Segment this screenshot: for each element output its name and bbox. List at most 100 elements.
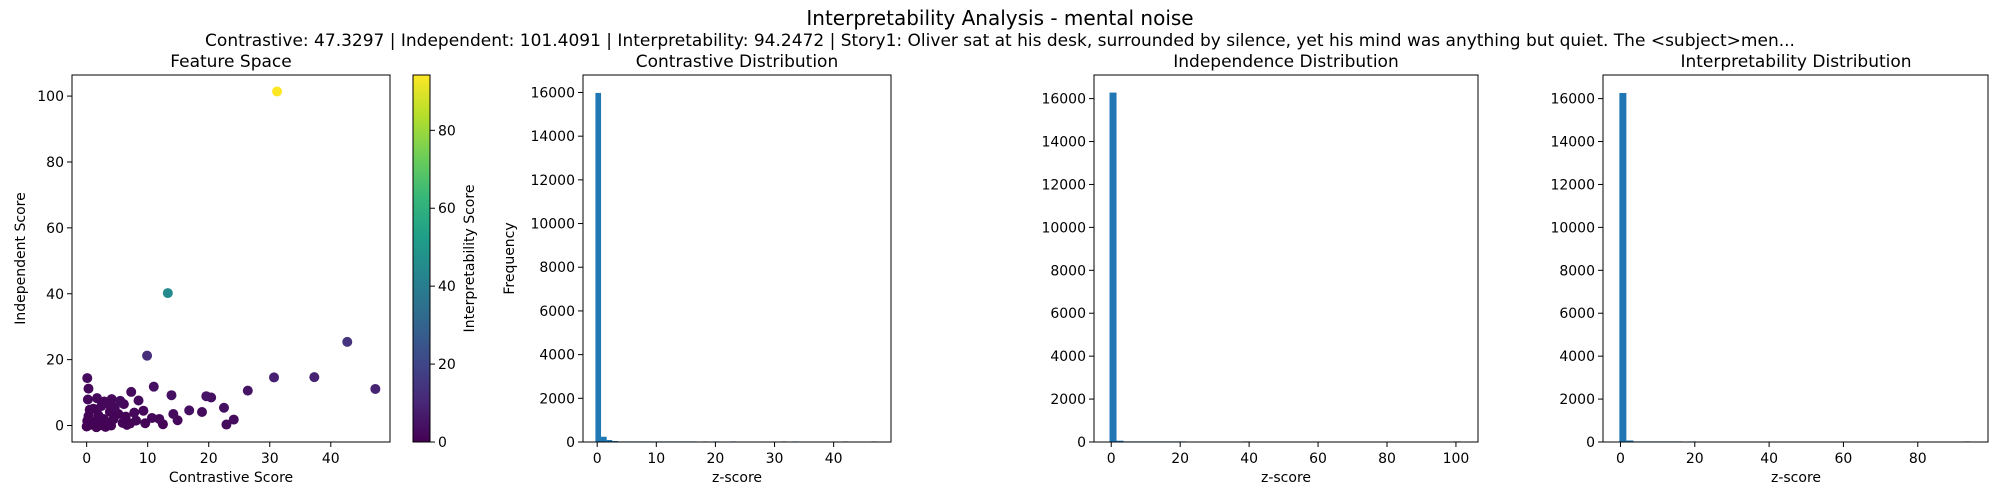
scatter-point xyxy=(129,407,140,418)
colorbar: 0 20 40 60 80 Interpretability Score xyxy=(412,74,478,451)
contrastive-distribution-title: Contrastive Distribution xyxy=(636,52,838,72)
independence-distribution-xtick-label: 20 xyxy=(1171,451,1189,467)
feature-space-xtick-label: 0 xyxy=(82,451,91,467)
independence-distribution-ytick-label: 6000 xyxy=(1050,306,1086,322)
scatter-point xyxy=(184,405,195,416)
independence-distribution-xtick-label: 60 xyxy=(1309,451,1327,467)
feature-space-xlabel: Contrastive Score xyxy=(169,470,293,486)
scatter-point xyxy=(138,405,149,416)
feature-space-ylabel: Independent Score xyxy=(13,192,29,324)
interpretability-distribution-xtick-label: 80 xyxy=(1909,451,1927,467)
feature-space-panel: Feature Space 0 10 20 30 40 0 20 40 60 80 100 Cont… xyxy=(13,52,391,486)
interpretability-distribution-ytick-label: 8000 xyxy=(1559,263,1595,279)
independence-distribution-ytick-label: 4000 xyxy=(1050,349,1086,365)
scatter-point xyxy=(309,372,320,383)
contrastive-distribution-ytick-label: 0 xyxy=(566,435,575,451)
independence-distribution-xlabel: z-score xyxy=(1261,470,1311,486)
feature-space-title: Feature Space xyxy=(170,52,291,72)
interpretability-distribution-xtick-label: 60 xyxy=(1835,451,1853,467)
independence-distribution-xtick-label: 80 xyxy=(1378,451,1396,467)
scatter-point xyxy=(82,373,93,384)
scatter-point xyxy=(148,381,159,392)
contrastive-distribution-xtick-label: 0 xyxy=(593,451,602,467)
independence-distribution-ytick-label: 2000 xyxy=(1050,392,1086,408)
feature-space-xtick-label: 20 xyxy=(200,451,218,467)
independence-distribution-xtick-label: 100 xyxy=(1443,451,1470,467)
figure-title: Interpretability Analysis - mental noise xyxy=(806,6,1193,30)
contrastive-distribution-xtick-label: 40 xyxy=(825,451,843,467)
interpretability-distribution-ytick-label: 0 xyxy=(1586,435,1595,451)
interpretability-distribution-xtick-label: 0 xyxy=(1616,451,1625,467)
scatter-point xyxy=(269,372,280,383)
interpretability-distribution-ytick-label: 12000 xyxy=(1550,177,1595,193)
interpretability-distribution-title: Interpretability Distribution xyxy=(1680,52,1911,72)
colorbar-label: Interpretability Score xyxy=(462,185,478,333)
interpretability-distribution-ytick-label: 2000 xyxy=(1559,392,1595,408)
colorbar-tick-label: 0 xyxy=(438,435,447,451)
independence-distribution-ytick-label: 16000 xyxy=(1041,92,1086,108)
contrastive-distribution-panel: Contrastive Distribution 0 10 20 30 40 0 2000 4… xyxy=(502,52,892,486)
interpretability-distribution-panel: Interpretability Distribution 0 20 40 60 800… xyxy=(1550,52,1989,486)
scatter-point xyxy=(142,350,153,361)
histogram-bar xyxy=(1626,440,1634,442)
scatter-point xyxy=(83,383,94,394)
scatter-point xyxy=(221,419,232,430)
independence-distribution-ytick-label: 12000 xyxy=(1041,177,1086,193)
scatter-point xyxy=(98,413,109,424)
scatter-point xyxy=(242,385,253,396)
scatter-point xyxy=(197,407,208,418)
scatter-point xyxy=(228,414,239,425)
scatter-point xyxy=(83,410,94,421)
independence-distribution-ytick-label: 8000 xyxy=(1050,263,1086,279)
contrastive-distribution-xlabel: z-score xyxy=(712,470,762,486)
scatter-point xyxy=(96,401,107,412)
scatter-point xyxy=(154,413,165,424)
interpretability-distribution-ytick-label: 16000 xyxy=(1550,92,1595,108)
contrastive-distribution-xtick-label: 30 xyxy=(766,451,784,467)
scatter-point xyxy=(109,402,120,413)
independence-distribution-xtick-label: 0 xyxy=(1107,451,1116,467)
contrastive-distribution-ytick-label: 16000 xyxy=(530,85,575,101)
scatter-point xyxy=(168,408,179,419)
scatter-point xyxy=(166,390,177,401)
scatter-point xyxy=(218,402,229,413)
independence-distribution-ytick-label: 0 xyxy=(1077,435,1086,451)
contrastive-distribution-ytick-label: 12000 xyxy=(530,173,575,189)
contrastive-distribution-ytick-label: 10000 xyxy=(530,217,575,233)
feature-space-xtick-label: 10 xyxy=(139,451,157,467)
feature-space-ytick-label: 0 xyxy=(55,419,64,435)
scatter-point xyxy=(108,414,119,425)
histogram-bar xyxy=(606,440,613,442)
interpretability-distribution-ytick-label: 10000 xyxy=(1550,220,1595,236)
colorbar-gradient xyxy=(412,74,431,443)
scatter-point xyxy=(162,288,173,299)
scatter-point xyxy=(131,415,142,426)
histogram-bar xyxy=(1619,93,1627,442)
independence-distribution-frame xyxy=(1093,74,1479,443)
contrastive-distribution-ylabel: Frequency xyxy=(502,222,518,294)
contrastive-distribution-ytick-label: 6000 xyxy=(539,304,575,320)
independence-distribution-xtick-label: 40 xyxy=(1240,451,1258,467)
feature-space-ytick-label: 20 xyxy=(46,353,64,369)
histogram-bar xyxy=(595,92,602,443)
scatter-point xyxy=(342,336,353,347)
interpretability-distribution-ytick-label: 6000 xyxy=(1559,306,1595,322)
feature-space-ytick-label: 80 xyxy=(46,155,64,171)
feature-space-frame xyxy=(71,74,391,443)
scatter-point xyxy=(82,394,93,405)
interpretability-distribution-xlabel: z-score xyxy=(1771,470,1821,486)
scatter-point xyxy=(370,383,381,394)
contrastive-distribution-ytick-label: 8000 xyxy=(539,260,575,276)
scatter-point xyxy=(201,391,212,402)
feature-space-ytick-label: 60 xyxy=(46,221,64,237)
interpretability-distribution-xtick-label: 20 xyxy=(1686,451,1704,467)
contrastive-distribution-ytick-label: 4000 xyxy=(539,348,575,364)
independence-distribution-ytick-label: 10000 xyxy=(1041,220,1086,236)
feature-space-ytick-label: 40 xyxy=(46,287,64,303)
scatter-point xyxy=(272,86,283,97)
scatter-point xyxy=(126,386,137,397)
scatter-point xyxy=(115,395,126,406)
histogram-bar xyxy=(1109,92,1117,443)
figure-subtitle: Contrastive: 47.3297 | Independent: 101.… xyxy=(205,31,1795,51)
